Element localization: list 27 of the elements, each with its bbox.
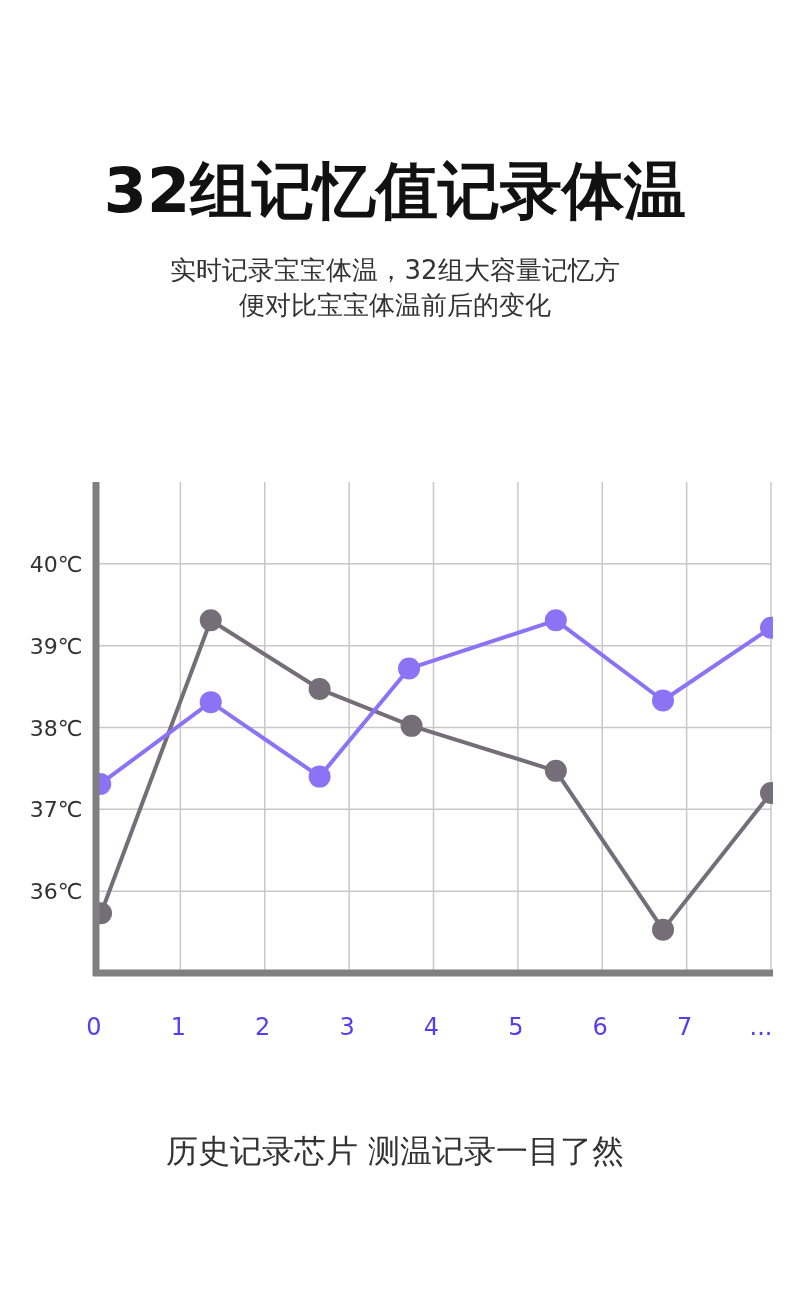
chart-title: 32组记忆值记录体温 bbox=[103, 154, 687, 227]
x-tick-label: 6 bbox=[592, 1013, 608, 1041]
point bbox=[544, 759, 567, 782]
y-tick-label: 37℃ bbox=[29, 797, 83, 823]
point bbox=[652, 918, 674, 941]
x-tick-label: 3 bbox=[339, 1013, 355, 1041]
point bbox=[199, 609, 222, 632]
chart-subtitle: 实时记录宝宝体温，32组大容量记忆方便对比宝宝体温前后的变化 bbox=[170, 255, 620, 320]
x-tick-label: 4 bbox=[423, 1013, 440, 1041]
x-tick-label: 5 bbox=[508, 1013, 524, 1041]
point bbox=[199, 691, 222, 714]
text: 历史记录芯片 测温记录一目了然 bbox=[165, 1132, 625, 1170]
point bbox=[652, 689, 674, 712]
point bbox=[308, 678, 331, 701]
y-tick-label: 38℃ bbox=[29, 715, 83, 741]
x-tick-label: 2 bbox=[255, 1013, 271, 1041]
point bbox=[544, 609, 567, 632]
y-tick-label: 36℃ bbox=[29, 879, 83, 905]
point bbox=[398, 657, 421, 680]
x-tick-label: 0 bbox=[86, 1013, 102, 1041]
point bbox=[308, 765, 331, 788]
y-tick-label: 40℃ bbox=[29, 551, 83, 577]
y-tick-label: 39℃ bbox=[29, 633, 83, 659]
x-tick-label: 1 bbox=[170, 1013, 187, 1041]
x-tick-label: ... bbox=[749, 1013, 773, 1041]
point bbox=[400, 714, 423, 737]
x-tick-label: 7 bbox=[676, 1013, 693, 1041]
